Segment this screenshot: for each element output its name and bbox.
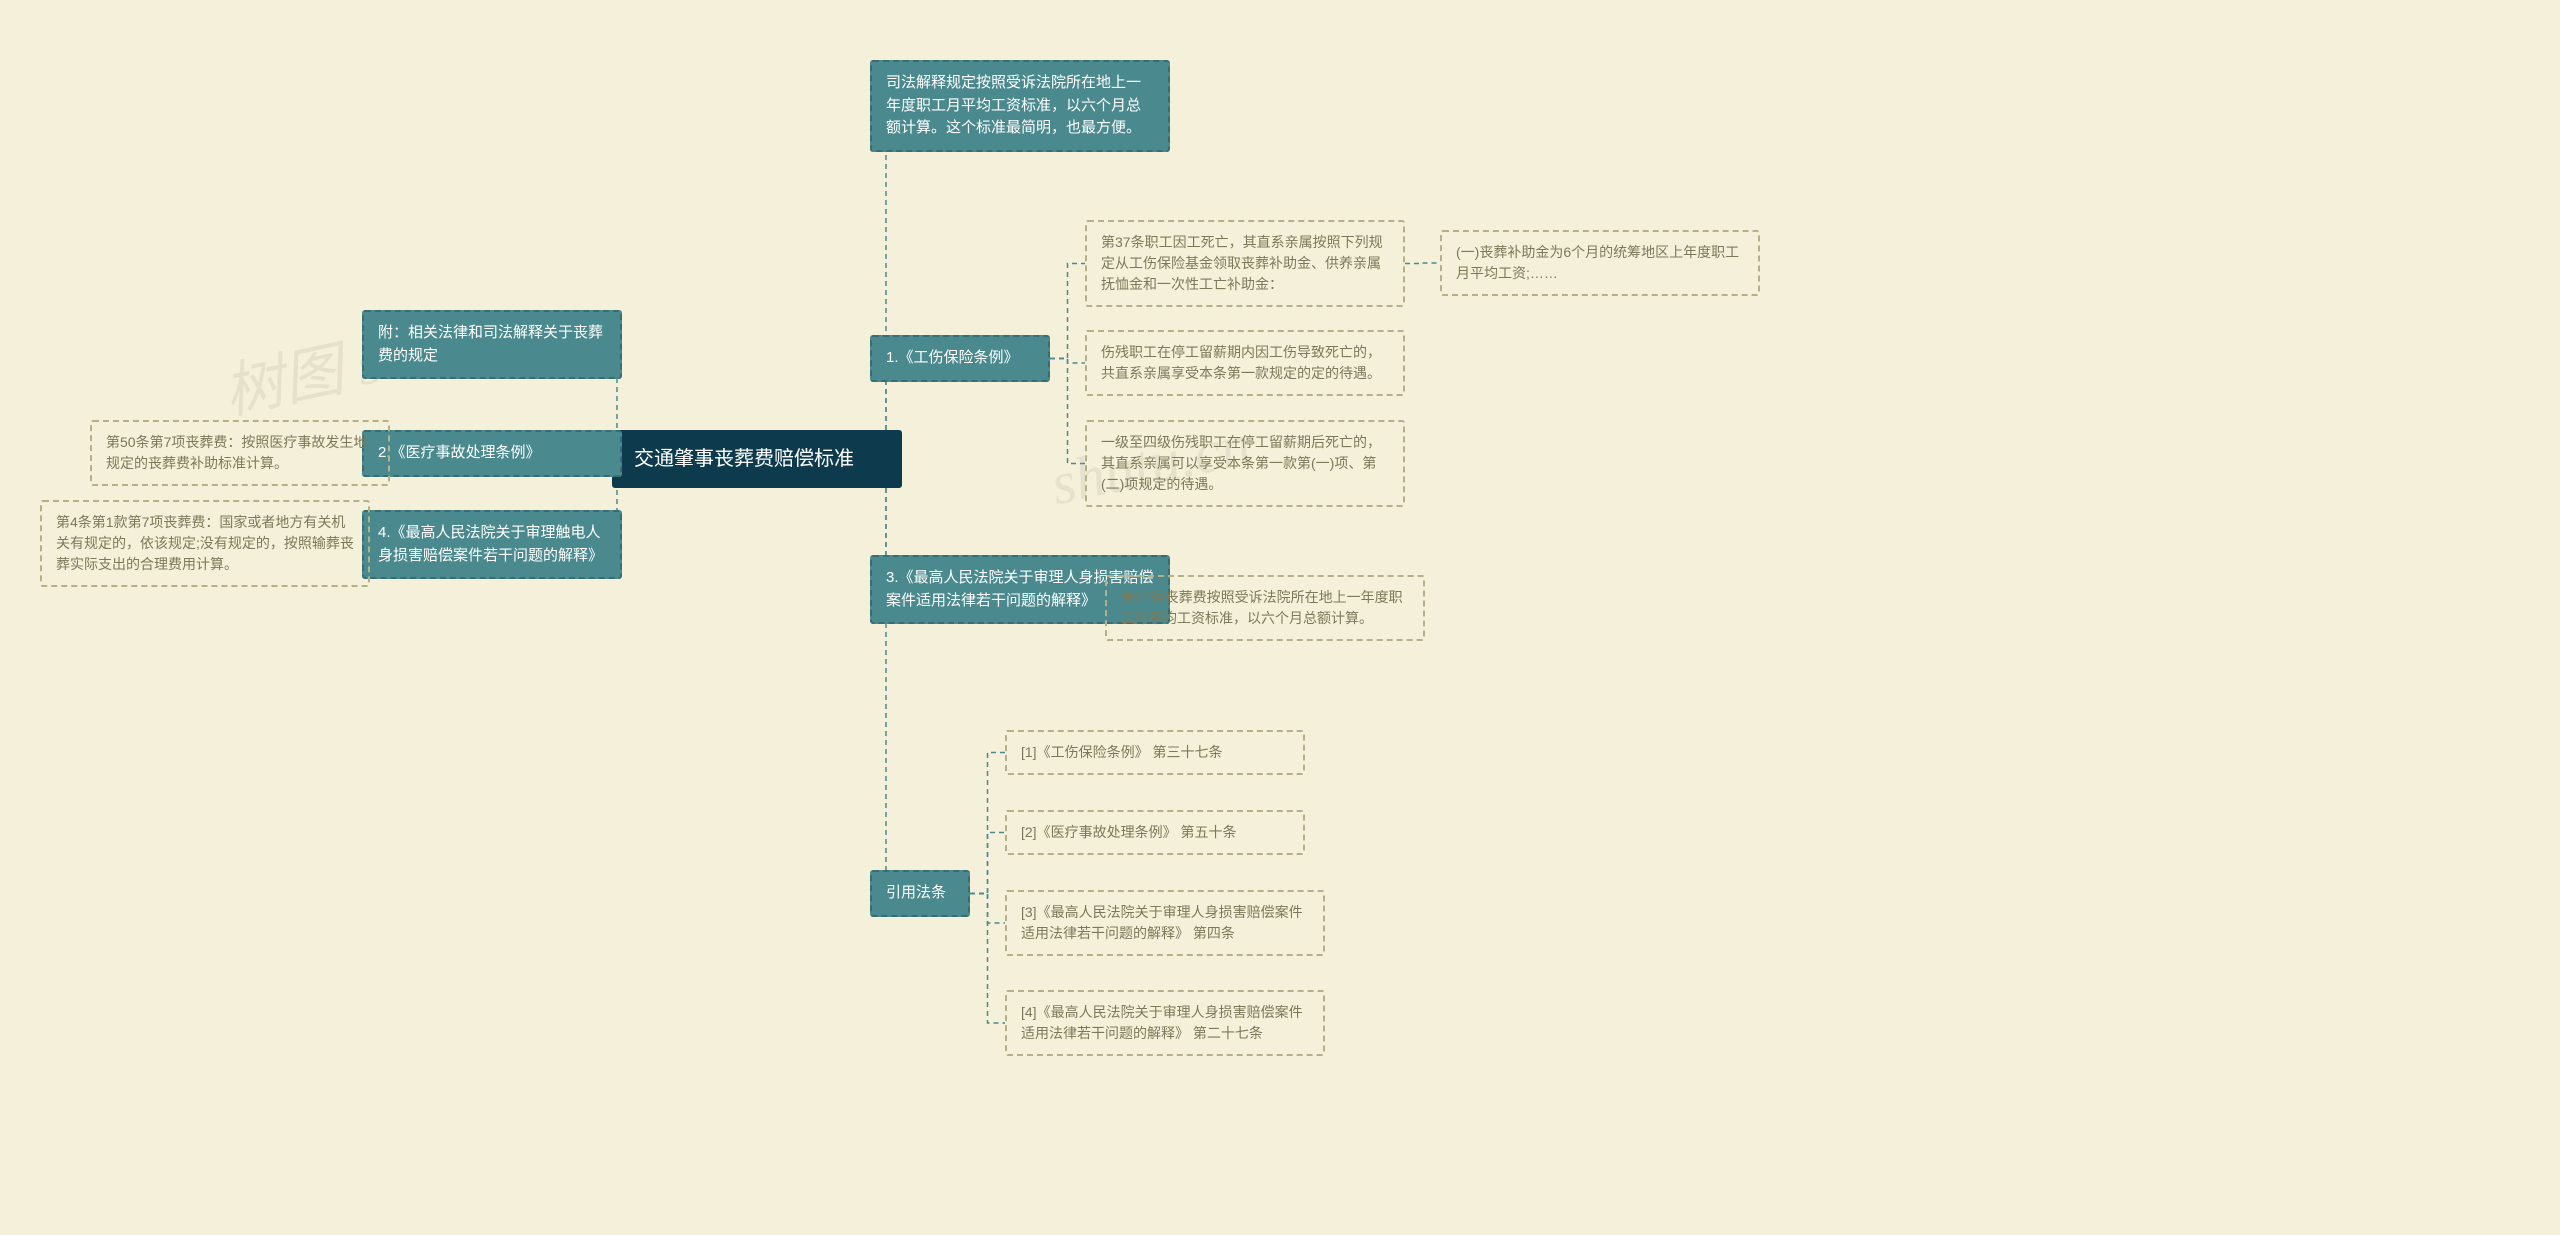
node-label: 第4条第1款第7项丧葬费：国家或者地方有关机关有规定的，依该规定;没有规定的，按… <box>56 514 354 572</box>
branch-node: 司法解释规定按照受诉法院所在地上一年度职工月平均工资标准，以六个月总额计算。这个… <box>870 60 1170 152</box>
node-label: 4.《最高人民法院关于审理触电人身损害赔偿案件若干问题的解释》 <box>378 524 603 564</box>
node-label: 附：相关法律和司法解释关于丧葬费的规定 <box>378 324 603 364</box>
branch-node: 2.《医疗事故处理条例》 <box>362 430 622 477</box>
leaf-node: [3]《最高人民法院关于审理人身损害赔偿案件适用法律若干问题的解释》 第四条 <box>1005 890 1325 956</box>
leaf-node: 伤残职工在停工留薪期内因工伤导致死亡的，共直系亲属享受本条第一款规定的定的待遇。 <box>1085 330 1405 396</box>
connector <box>870 459 902 894</box>
leaf-node: 第27条丧葬费按照受诉法院所在地上一年度职工月平均工资标准，以六个月总额计算。 <box>1105 575 1425 641</box>
node-label: 2.《医疗事故处理条例》 <box>378 444 541 461</box>
connector <box>1050 359 1085 464</box>
node-label: 交通肇事丧葬费赔偿标准 <box>634 448 854 470</box>
node-label: [3]《最高人民法院关于审理人身损害赔偿案件适用法律若干问题的解释》 第四条 <box>1021 904 1303 941</box>
branch-node: 引用法条 <box>870 870 970 917</box>
connector <box>1405 263 1440 264</box>
mindmap-canvas: 树图 shutu.cnshutu.cn交通肇事丧葬费赔偿标准附：相关法律和司法解… <box>0 0 2560 1235</box>
node-label: (一)丧葬补助金为6个月的统筹地区上年度职工月平均工资;…… <box>1456 244 1739 281</box>
connector <box>970 753 1005 894</box>
leaf-node: [2]《医疗事故处理条例》 第五十条 <box>1005 810 1305 855</box>
branch-node: 1.《工伤保险条例》 <box>870 335 1050 382</box>
node-label: 1.《工伤保险条例》 <box>886 349 1019 366</box>
node-label: 引用法条 <box>886 884 946 901</box>
connector <box>1050 264 1085 359</box>
leaf-node: 第4条第1款第7项丧葬费：国家或者地方有关机关有规定的，依该规定;没有规定的，按… <box>40 500 370 587</box>
branch-node: 附：相关法律和司法解释关于丧葬费的规定 <box>362 310 622 379</box>
leaf-node: (一)丧葬补助金为6个月的统筹地区上年度职工月平均工资;…… <box>1440 230 1760 296</box>
node-label: [4]《最高人民法院关于审理人身损害赔偿案件适用法律若干问题的解释》 第二十七条 <box>1021 1004 1303 1041</box>
node-label: 伤残职工在停工留薪期内因工伤导致死亡的，共直系亲属享受本条第一款规定的定的待遇。 <box>1101 344 1381 381</box>
leaf-node: 一级至四级伤残职工在停工留薪期后死亡的，其直系亲属可以享受本条第一款第(一)项、… <box>1085 420 1405 507</box>
leaf-node: [1]《工伤保险条例》 第三十七条 <box>1005 730 1305 775</box>
node-label: 第37条职工因工死亡，其直系亲属按照下列规定从工伤保险基金领取丧葬补助金、供养亲… <box>1101 234 1383 292</box>
node-label: 第50条第7项丧葬费：按照医疗事故发生地规定的丧葬费补助标准计算。 <box>106 434 367 471</box>
connector <box>970 894 1005 1024</box>
node-label: 一级至四级伤残职工在停工留薪期后死亡的，其直系亲属可以享受本条第一款第(一)项、… <box>1101 434 1381 492</box>
connector <box>970 833 1005 894</box>
leaf-node: 第50条第7项丧葬费：按照医疗事故发生地规定的丧葬费补助标准计算。 <box>90 420 390 486</box>
connector <box>1050 359 1085 364</box>
leaf-node: 第37条职工因工死亡，其直系亲属按照下列规定从工伤保险基金领取丧葬补助金、供养亲… <box>1085 220 1405 307</box>
leaf-node: [4]《最高人民法院关于审理人身损害赔偿案件适用法律若干问题的解释》 第二十七条 <box>1005 990 1325 1056</box>
node-label: 第27条丧葬费按照受诉法院所在地上一年度职工月平均工资标准，以六个月总额计算。 <box>1121 589 1403 626</box>
connector <box>970 894 1005 924</box>
connector <box>870 106 902 459</box>
node-label: 司法解释规定按照受诉法院所在地上一年度职工月平均工资标准，以六个月总额计算。这个… <box>886 74 1141 136</box>
node-label: [2]《医疗事故处理条例》 第五十条 <box>1021 824 1236 840</box>
branch-node: 4.《最高人民法院关于审理触电人身损害赔偿案件若干问题的解释》 <box>362 510 622 579</box>
node-label: [1]《工伤保险条例》 第三十七条 <box>1021 744 1222 760</box>
root-node: 交通肇事丧葬费赔偿标准 <box>612 430 902 488</box>
